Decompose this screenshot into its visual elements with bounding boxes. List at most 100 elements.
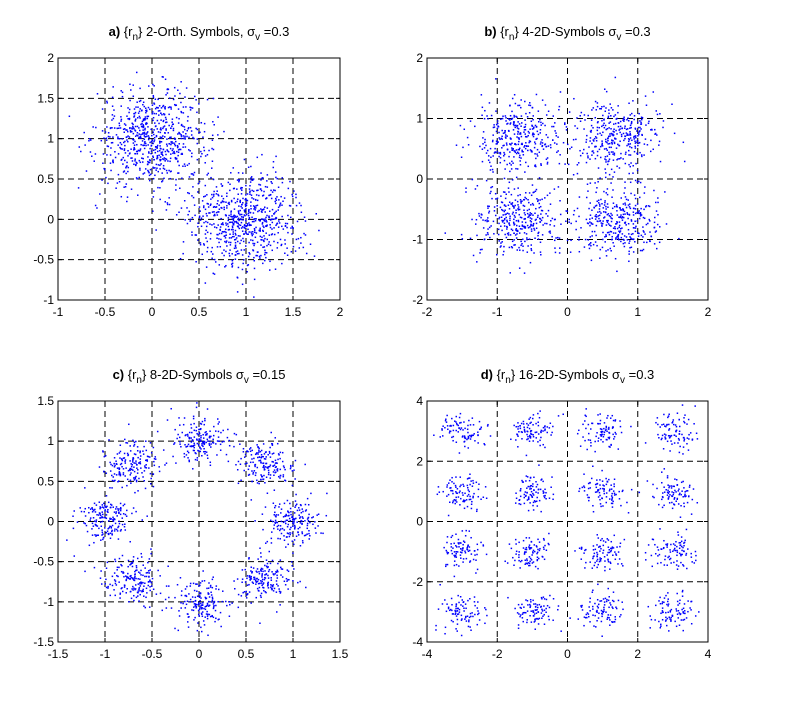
b-point xyxy=(618,230,620,232)
b-point xyxy=(516,124,519,127)
b-point xyxy=(520,143,523,145)
a-point xyxy=(211,246,213,249)
c-point xyxy=(194,605,196,607)
b-point xyxy=(612,159,615,161)
b-point xyxy=(638,217,641,220)
b-point xyxy=(534,164,537,166)
a-point xyxy=(264,220,266,223)
d-point xyxy=(467,489,470,491)
d-point xyxy=(516,433,518,435)
b-point xyxy=(491,168,494,171)
c-point xyxy=(280,508,283,510)
b-point xyxy=(506,163,508,166)
a-point xyxy=(171,142,173,145)
d-point xyxy=(619,420,621,422)
a-point xyxy=(114,151,116,153)
a-point xyxy=(164,150,167,153)
d-point xyxy=(454,420,456,422)
c-point xyxy=(139,455,142,457)
b-point xyxy=(515,209,517,211)
d-point xyxy=(603,427,605,430)
b-point xyxy=(583,246,586,248)
d-point xyxy=(687,449,690,451)
c-point xyxy=(260,552,262,554)
a-point xyxy=(227,217,230,219)
b-point xyxy=(554,130,556,132)
a-point xyxy=(127,170,129,173)
c-point xyxy=(101,516,103,518)
c-point xyxy=(174,596,176,599)
d-point xyxy=(444,426,446,429)
a-point xyxy=(211,193,213,196)
c-point xyxy=(200,630,203,633)
b-point xyxy=(531,124,533,127)
a-point xyxy=(212,178,215,181)
b-point xyxy=(576,172,579,175)
b-point xyxy=(503,225,506,227)
d-point xyxy=(475,510,478,513)
b-point xyxy=(575,138,577,141)
b-point xyxy=(632,238,635,240)
c-point xyxy=(105,531,107,534)
c-point xyxy=(117,525,120,528)
b-point xyxy=(496,143,498,145)
c-point xyxy=(261,578,264,581)
c-point xyxy=(275,591,278,593)
c-point xyxy=(251,470,253,472)
b-point xyxy=(460,156,463,159)
c-point xyxy=(262,582,265,584)
c-point xyxy=(115,528,118,531)
a-point xyxy=(261,229,264,232)
b-point xyxy=(542,148,545,150)
a-point xyxy=(211,147,213,150)
b-point xyxy=(566,210,569,213)
b-point xyxy=(495,140,498,142)
b-point xyxy=(585,141,587,143)
c-point xyxy=(274,522,277,525)
c-point xyxy=(251,572,253,574)
d-point xyxy=(515,425,517,428)
c-point xyxy=(118,473,120,476)
a-point xyxy=(246,223,249,225)
c-point xyxy=(220,431,222,434)
c-point xyxy=(178,417,180,419)
a-point xyxy=(167,106,170,109)
d-point xyxy=(681,433,683,436)
c-point xyxy=(271,460,273,463)
a-point xyxy=(142,119,145,122)
b-point xyxy=(609,215,612,218)
c-point xyxy=(116,467,119,469)
b-point xyxy=(534,153,536,155)
c-point xyxy=(244,568,247,571)
b-point xyxy=(642,248,645,251)
d-point xyxy=(530,430,532,432)
c-point xyxy=(216,418,219,420)
c-point xyxy=(186,621,189,623)
b-point xyxy=(522,151,524,153)
c-point xyxy=(277,514,280,516)
b-point xyxy=(466,136,469,139)
c-point xyxy=(146,460,149,462)
c-point xyxy=(183,417,186,419)
c-point xyxy=(122,504,125,507)
a-ytick-label: -0.5 xyxy=(33,253,54,267)
c-point xyxy=(145,440,147,442)
b-point xyxy=(493,126,496,128)
b-point xyxy=(524,221,527,224)
c-xtick-label: -1 xyxy=(100,647,111,661)
b-point xyxy=(623,116,625,118)
b-point xyxy=(616,165,618,168)
a-point xyxy=(211,196,214,199)
c-point xyxy=(233,580,235,582)
c-point xyxy=(208,443,210,445)
a-point xyxy=(274,171,277,173)
d-point xyxy=(544,425,546,427)
a-point xyxy=(258,194,260,197)
b-point xyxy=(487,205,489,207)
a-point xyxy=(156,146,158,148)
c-point xyxy=(201,611,204,613)
b-point xyxy=(547,110,550,113)
a-point xyxy=(236,250,239,252)
d-point xyxy=(602,487,604,490)
a-point xyxy=(211,211,214,213)
